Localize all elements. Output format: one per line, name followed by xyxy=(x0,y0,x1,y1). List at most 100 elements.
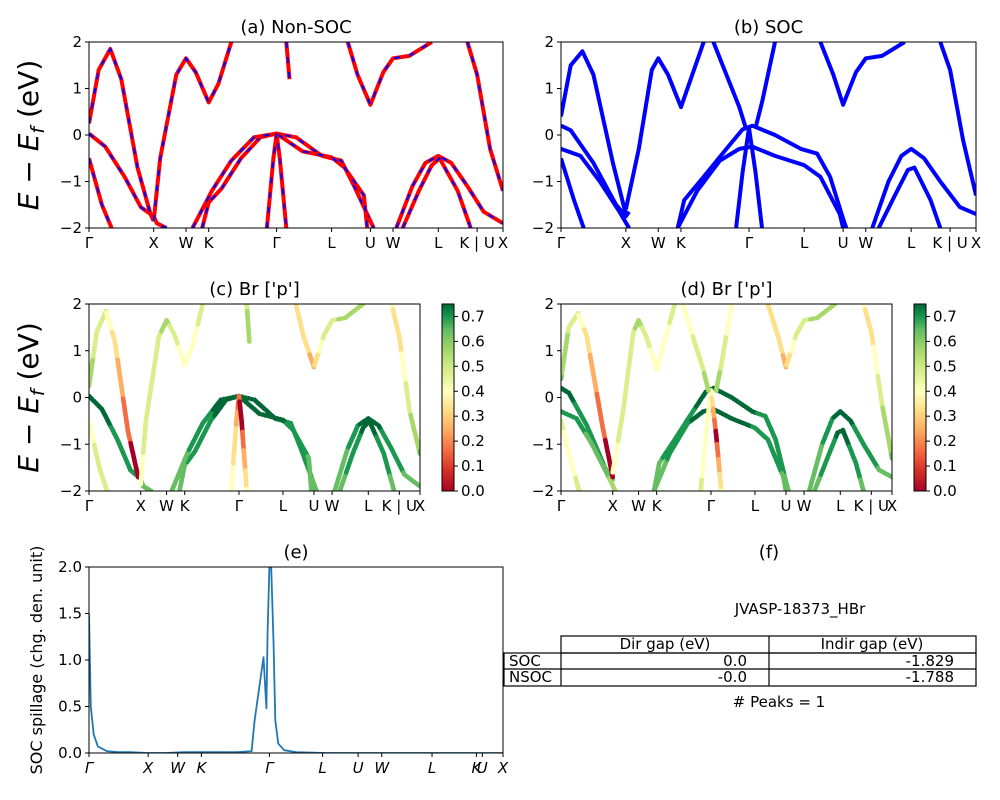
x-tick-label: L xyxy=(907,234,916,252)
colorbar-tick-label: 0.5 xyxy=(933,357,957,375)
band-line-dash-8 xyxy=(346,42,433,108)
y-tick-label: −2 xyxy=(532,482,554,500)
band-line-3 xyxy=(561,49,628,215)
band-point xyxy=(718,488,724,491)
x-tick-label: W xyxy=(651,234,666,252)
band-line-dash-2 xyxy=(89,46,155,222)
x-tick-label: X xyxy=(142,759,154,777)
y-tick-label: 1.0 xyxy=(58,651,82,669)
x-tick-label: Γ xyxy=(272,234,281,252)
band-line-4 xyxy=(623,42,706,210)
band-line-dash-6 xyxy=(265,133,288,228)
band-point xyxy=(148,488,154,491)
x-tick-label: L xyxy=(364,497,373,515)
x-tick-label: L xyxy=(279,497,288,515)
y-tick-label: 2 xyxy=(72,295,82,313)
band-line-0 xyxy=(561,123,631,219)
x-tick-label: X xyxy=(608,497,618,515)
colorbar-tick-label: 0.0 xyxy=(933,482,957,500)
band-line-dash-10 xyxy=(401,156,472,228)
y-tick-label: 2 xyxy=(544,33,554,51)
panel-f-title: (f) xyxy=(759,542,779,563)
table-cell: 0.0 xyxy=(723,652,747,670)
y-tick-label: 0 xyxy=(544,126,554,144)
x-tick-label: K | U xyxy=(854,497,889,515)
x-tick-label: X xyxy=(498,234,508,252)
x-tick-label: W xyxy=(374,759,390,777)
panel-title: (c) Br ['p'] xyxy=(209,279,300,300)
colorbar-tick-label: 0.2 xyxy=(461,432,485,450)
x-tick-label: U xyxy=(838,234,849,252)
x-tick-label: K xyxy=(204,234,215,252)
colorbar-tick-label: 0.6 xyxy=(461,332,485,350)
panel-title: (a) Non-SOC xyxy=(240,17,351,38)
colorbar-tick-label: 0.6 xyxy=(933,332,957,350)
y-tick-label: 1 xyxy=(544,80,554,98)
y-tick-label: 2.0 xyxy=(58,558,82,576)
band-point xyxy=(576,488,582,491)
table-cell: -1.829 xyxy=(906,652,954,670)
colorbar-tick-label: 0.3 xyxy=(933,407,957,425)
colorbar-tick-label: 0.4 xyxy=(461,382,485,400)
x-tick-label: Γ xyxy=(85,759,95,777)
x-tick-label: W xyxy=(159,497,174,515)
band-point xyxy=(612,488,618,491)
x-tick-label: U xyxy=(353,759,364,777)
panel-title: (e) xyxy=(283,542,308,563)
x-tick-label: Γ xyxy=(707,497,716,515)
x-tick-label: X xyxy=(136,497,146,515)
band-point xyxy=(832,304,838,307)
band-point xyxy=(309,488,314,491)
band-line-6 xyxy=(675,144,846,228)
x-tick-label: K xyxy=(652,497,663,515)
x-tick-label: L xyxy=(434,234,443,252)
x-tick-label: L xyxy=(836,497,845,515)
band-point xyxy=(104,488,110,491)
y-tick-label: 0 xyxy=(72,389,82,407)
plot-area xyxy=(89,42,503,228)
y-tick-label: −1 xyxy=(60,173,82,191)
table-header-indir-gap: Indir gap (eV) xyxy=(821,635,924,653)
band-line-dash-7 xyxy=(285,42,291,80)
y-tick-label: 1 xyxy=(72,80,82,98)
x-tick-label: L xyxy=(428,759,436,777)
band-point xyxy=(610,474,616,480)
x-tick-label: K | U xyxy=(932,234,967,252)
x-tick-label: K xyxy=(471,759,482,777)
y-tick-label: −2 xyxy=(60,482,82,500)
y-tick-label: 0 xyxy=(544,389,554,407)
band-line-dash-3 xyxy=(152,42,233,222)
band-line-11 xyxy=(870,146,976,228)
band-point xyxy=(246,339,252,344)
x-tick-label: L xyxy=(318,759,326,777)
band-point xyxy=(783,488,789,491)
band-line-8 xyxy=(345,42,433,107)
panel-title: (d) Br ['p'] xyxy=(680,279,772,300)
band-line-12 xyxy=(876,165,943,228)
x-tick-label: K | U xyxy=(459,234,494,252)
material-id: JVASP-18373_HBr xyxy=(734,600,866,619)
x-tick-label: W xyxy=(179,234,194,252)
colorbar-tick-label: 0.2 xyxy=(933,432,957,450)
band-point xyxy=(889,474,892,480)
band-line-8 xyxy=(711,42,748,129)
band-point xyxy=(672,304,678,307)
x-tick-label: X xyxy=(415,497,425,515)
y-axis-label: E − Ef (eV) xyxy=(12,322,49,473)
panel-e-soc-spillage: 0.00.51.01.52.0Γ X W K Γ L U W L KU X(e)SOC spilla… xyxy=(27,542,509,777)
y-axis-label: SOC spillage (chg. den. unit) xyxy=(27,546,46,775)
x-tick-label: X xyxy=(149,234,159,252)
x-tick-label: Γ xyxy=(265,759,275,777)
table-cell: -1.788 xyxy=(906,668,954,686)
table-row-label: SOC xyxy=(509,652,541,670)
band-line-7 xyxy=(734,126,764,228)
x-tick-label: Γ xyxy=(557,497,566,515)
band-line-5 xyxy=(675,123,849,228)
x-tick-label: W xyxy=(386,234,401,252)
x-tick-label: W xyxy=(797,497,812,515)
x-tick-label: U xyxy=(308,497,319,515)
band-point xyxy=(360,304,366,307)
x-tick-label: X xyxy=(887,497,897,515)
